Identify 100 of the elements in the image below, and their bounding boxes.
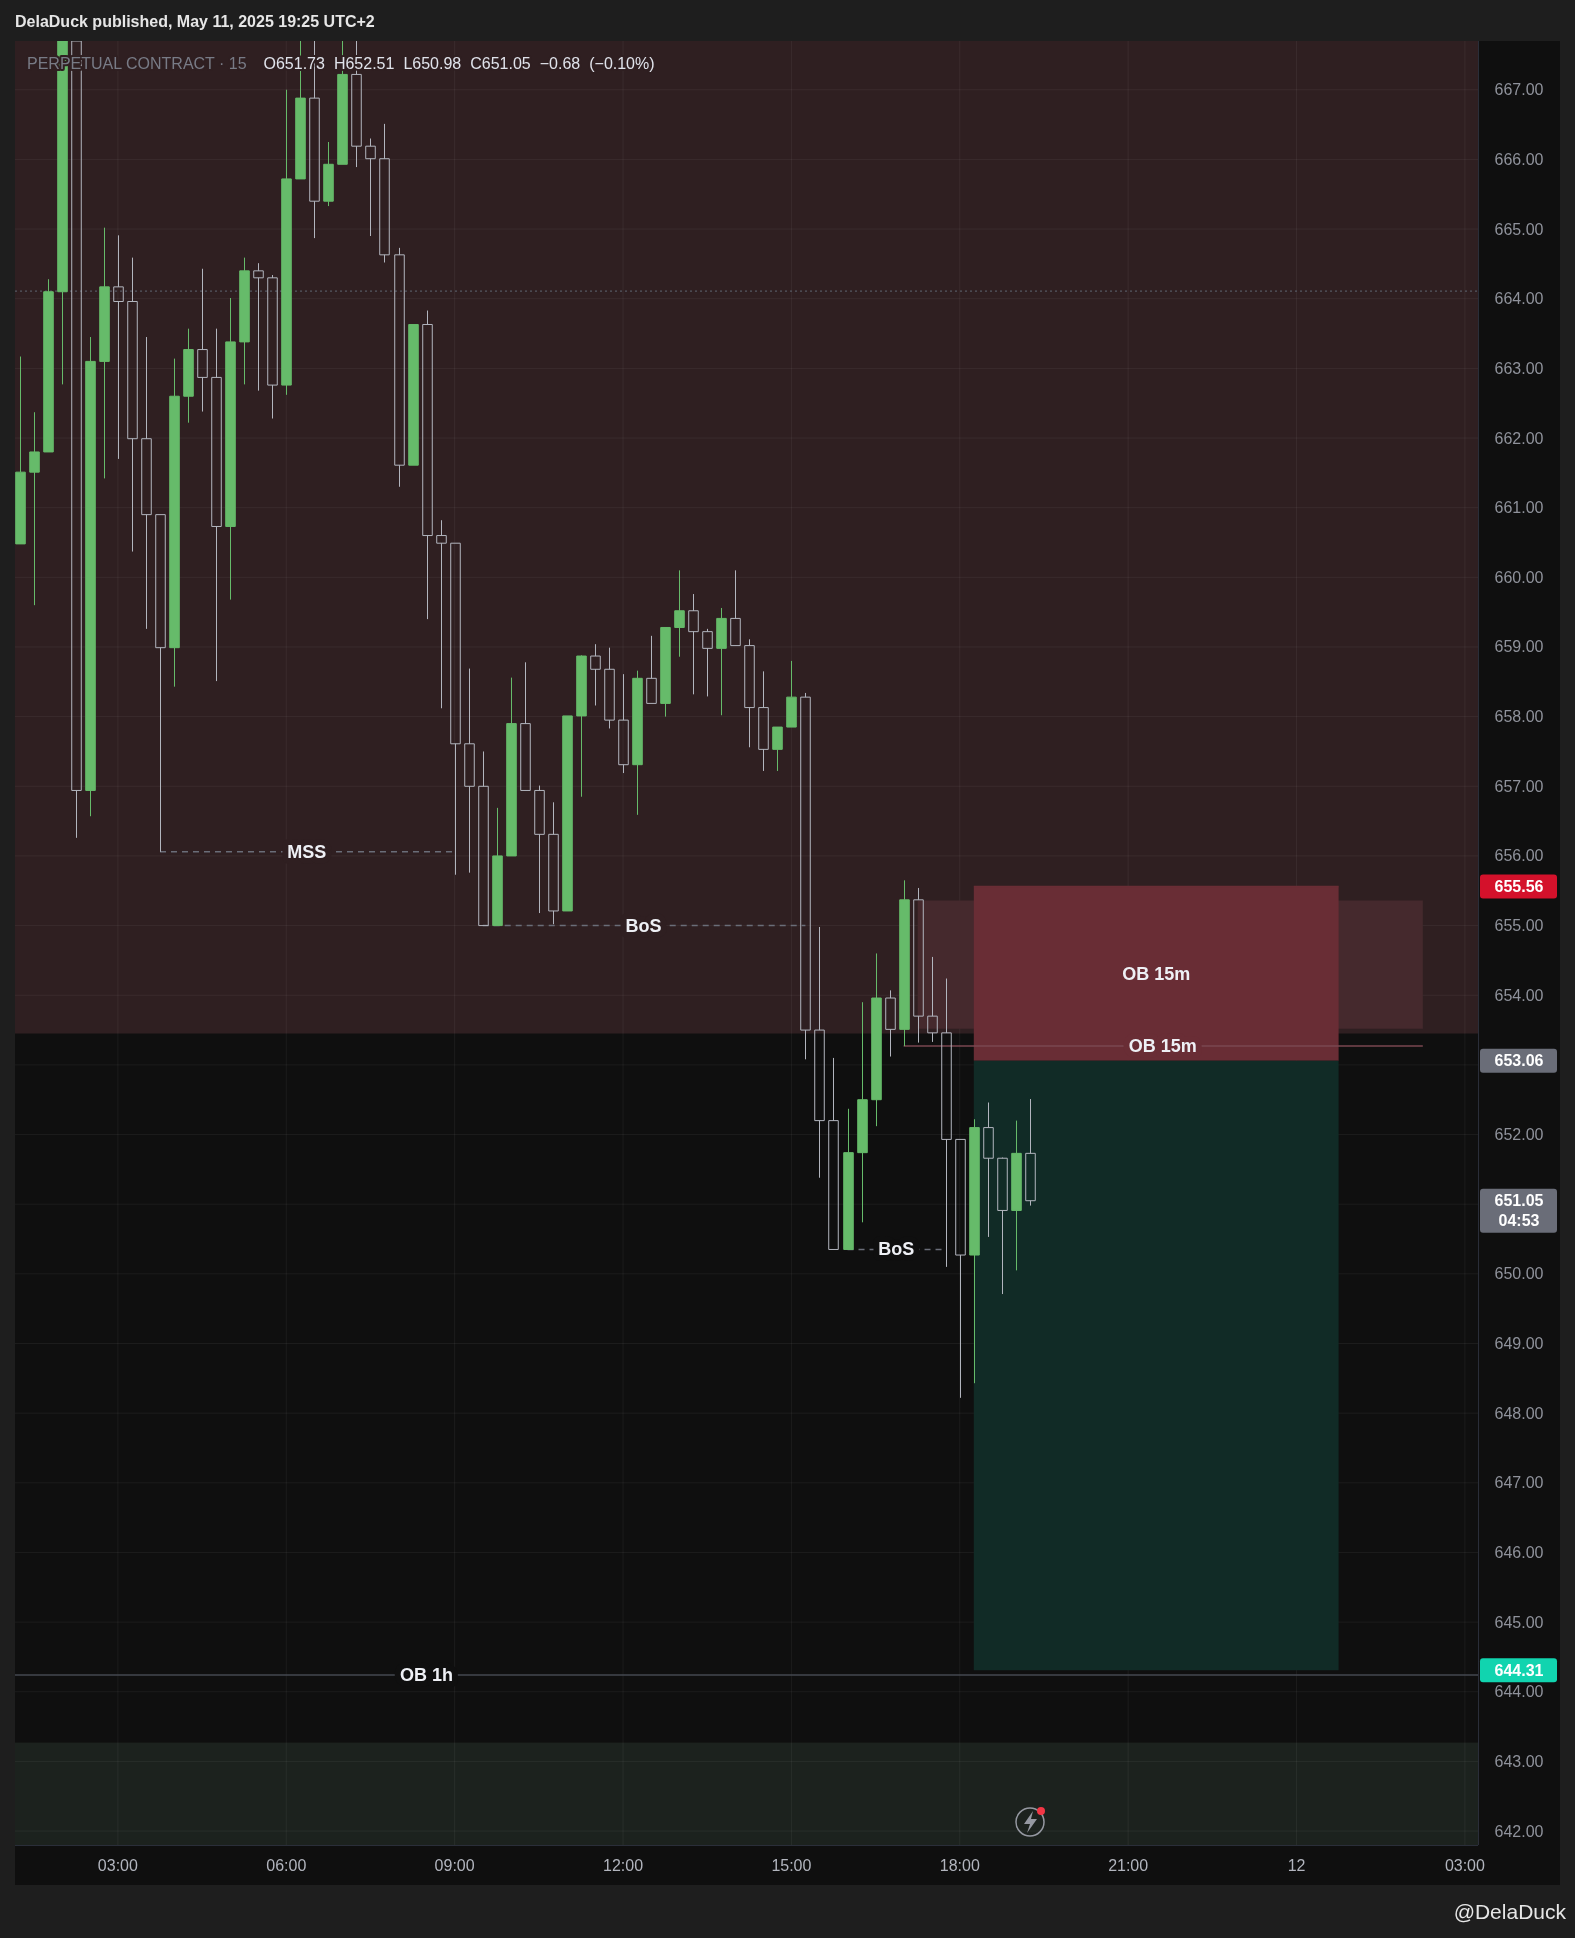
y-tick-label: 666.00 xyxy=(1494,150,1544,168)
candlestick xyxy=(674,569,685,658)
annotation: BoS xyxy=(625,915,662,936)
text: 655.56 xyxy=(1494,878,1544,896)
candlestick xyxy=(604,647,615,729)
y-tick-label: 645.00 xyxy=(1494,1613,1544,1631)
y-tick-label: 665.00 xyxy=(1494,220,1544,238)
candlestick xyxy=(632,670,643,816)
y-tick-label: 644.00 xyxy=(1494,1683,1544,1701)
candlestick xyxy=(660,626,671,718)
y-tick-label: 652.00 xyxy=(1494,1126,1544,1144)
candlestick xyxy=(492,807,503,927)
text: 651.05 xyxy=(1494,1192,1544,1210)
candlestick xyxy=(239,257,250,385)
text: 653.06 xyxy=(1494,1052,1544,1070)
text: @DelaDuck xyxy=(1453,1899,1567,1923)
candlestick xyxy=(899,879,910,1047)
x-tick-label: 03:00 xyxy=(1444,1856,1486,1874)
candlestick xyxy=(786,660,797,728)
candlestick xyxy=(646,635,657,704)
annotation: OB 1h xyxy=(400,1665,454,1686)
x-tick-label: 12:00 xyxy=(603,1856,644,1874)
y-tick-label: 667.00 xyxy=(1494,81,1544,99)
candlestick xyxy=(394,247,405,488)
x-tick-label: 12 xyxy=(1287,1856,1306,1874)
candlestick xyxy=(281,89,292,396)
candlestick xyxy=(464,668,475,874)
candlestick xyxy=(422,310,433,620)
candlestick xyxy=(127,257,138,553)
y-tick-label: 648.00 xyxy=(1494,1404,1544,1422)
y-tick-label: 655.00 xyxy=(1494,917,1544,935)
candlestick xyxy=(113,234,124,460)
candlestick xyxy=(955,1138,966,1399)
candlestick xyxy=(590,643,601,706)
text: DelaDuck published, May 11, 2025 19:25 UTC+2 xyxy=(15,12,375,30)
x-tick-label: 09:00 xyxy=(434,1856,475,1874)
x-tick-label: 18:00 xyxy=(939,1856,980,1874)
candlestick xyxy=(730,569,741,647)
candlestick xyxy=(758,670,769,772)
candlestick xyxy=(1025,1098,1036,1207)
candlestick xyxy=(155,514,166,853)
y-tick-label: 663.00 xyxy=(1494,359,1544,377)
candlestick xyxy=(983,1102,994,1238)
candlestick xyxy=(969,1118,980,1384)
annotation: OB 15m xyxy=(1128,1036,1197,1057)
candlestick xyxy=(43,278,54,453)
y-tick-label: 649.00 xyxy=(1494,1335,1544,1352)
candlestick xyxy=(183,328,194,424)
y-tick-label: 658.00 xyxy=(1494,708,1544,726)
candlestick xyxy=(814,926,825,1179)
y-tick-label: 642.00 xyxy=(1494,1822,1544,1840)
text: 644.31 xyxy=(1494,1661,1544,1679)
x-tick-label: 15:00 xyxy=(771,1856,812,1874)
candlestick xyxy=(843,1108,854,1250)
candlestick xyxy=(997,1157,1008,1295)
candlestick xyxy=(225,297,236,601)
candlestick xyxy=(436,519,447,709)
candlestick xyxy=(534,785,545,914)
annotation: BoS xyxy=(878,1239,915,1260)
y-tick-label: 646.00 xyxy=(1494,1543,1544,1561)
x-tick-label: 06:00 xyxy=(266,1856,307,1874)
y-tick-label: 654.00 xyxy=(1494,986,1544,1004)
candlestick xyxy=(99,227,110,479)
candlestick xyxy=(267,274,278,420)
text: OB 15m xyxy=(1122,963,1191,984)
candlestick xyxy=(618,673,629,774)
candlestick xyxy=(576,654,587,798)
candlestick xyxy=(913,887,924,1044)
candlestick xyxy=(800,692,811,1060)
candlestick xyxy=(562,715,573,912)
candlestick xyxy=(408,323,419,466)
candlestick xyxy=(29,411,40,606)
candlestick xyxy=(744,638,755,748)
candlestick xyxy=(772,726,783,772)
y-tick-label: 647.00 xyxy=(1494,1474,1544,1492)
y-tick-label: 660.00 xyxy=(1494,568,1544,586)
x-tick-label: 03:00 xyxy=(97,1856,139,1874)
candlestick xyxy=(702,628,713,697)
candlestick xyxy=(688,593,699,695)
candlestick xyxy=(323,141,334,207)
candlestick xyxy=(141,336,152,630)
candlestick xyxy=(716,607,727,716)
candlestick xyxy=(927,956,938,1043)
candlestick xyxy=(211,328,222,682)
annotation: MSS xyxy=(287,841,327,862)
candlestick xyxy=(857,1001,868,1223)
candlestick xyxy=(365,138,376,237)
y-tick-label: 650.00 xyxy=(1494,1265,1544,1283)
candlestick xyxy=(450,542,461,876)
candlestick xyxy=(15,356,26,545)
candlestick xyxy=(169,358,180,688)
candlestick xyxy=(379,123,390,263)
y-tick-label: 662.00 xyxy=(1494,429,1544,447)
candlestick xyxy=(506,677,517,857)
y-tick-label: 661.00 xyxy=(1494,499,1544,517)
candlestick xyxy=(253,262,264,392)
y-tick-label: 664.00 xyxy=(1494,290,1544,308)
text: 04:53 xyxy=(1498,1212,1540,1230)
y-tick-label: 643.00 xyxy=(1494,1752,1544,1770)
candlestick xyxy=(85,336,96,817)
